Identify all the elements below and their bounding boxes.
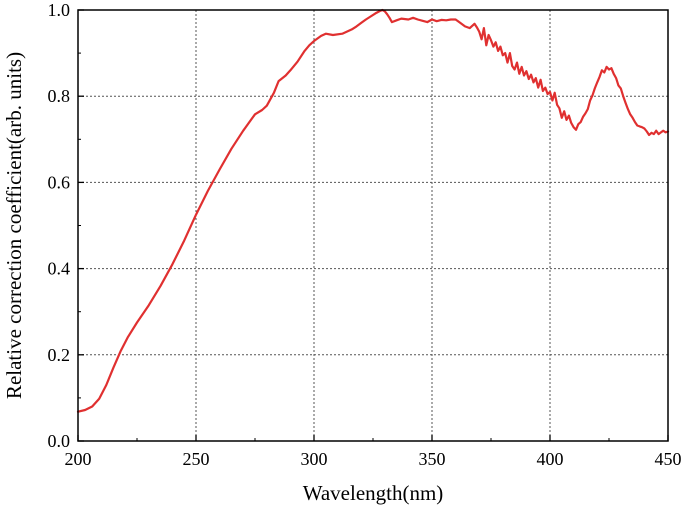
axis-ticks — [77, 9, 669, 442]
y-axis-label: Relative correction coefficient(arb. uni… — [2, 52, 26, 399]
x-tick-labels: 200 250 300 350 400 450 — [65, 449, 682, 469]
x-tick-label: 250 — [183, 449, 210, 469]
plot-area — [76, 8, 670, 413]
y-tick-labels: 0.0 0.2 0.4 0.6 0.8 1.0 — [48, 0, 71, 451]
y-tick-label: 0.6 — [48, 172, 71, 192]
x-tick-label: 350 — [419, 449, 446, 469]
series-line — [76, 8, 670, 413]
y-tick-label: 0.4 — [48, 259, 71, 279]
plot-frame — [77, 9, 669, 442]
grid-lines — [78, 10, 668, 441]
x-tick-label: 200 — [65, 449, 92, 469]
y-tick-label: 1.0 — [48, 0, 71, 20]
x-tick-label: 400 — [537, 449, 564, 469]
y-tick-label: 0.2 — [48, 345, 71, 365]
x-tick-label: 450 — [655, 449, 682, 469]
x-tick-label: 300 — [301, 449, 328, 469]
x-axis-label: Wavelength(nm) — [303, 481, 444, 505]
y-tick-label: 0.0 — [48, 431, 71, 451]
y-tick-label: 0.8 — [48, 86, 71, 106]
